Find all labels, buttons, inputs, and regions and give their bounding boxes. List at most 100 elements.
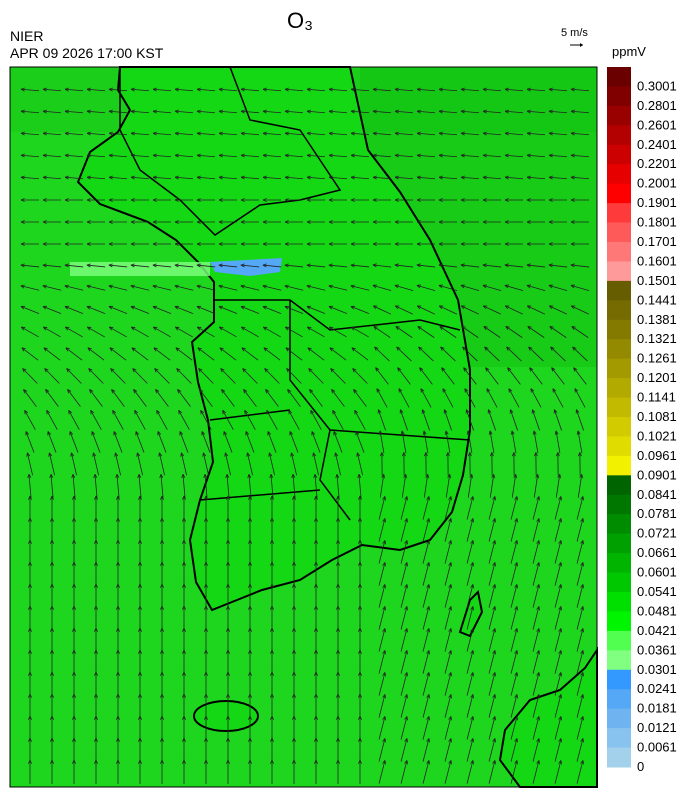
wind-arrow: [66, 368, 82, 384]
wind-arrow-head: [336, 517, 340, 522]
timestamp: APR 09 2026 17:00 KST: [10, 45, 164, 61]
wind-arrow-head: [86, 198, 91, 202]
wind-arrow-head: [42, 87, 47, 92]
wind-arrow-head: [20, 284, 25, 289]
wind-arrow-head: [262, 284, 267, 289]
wind-arrow-head: [309, 389, 314, 394]
wind-arrow: [221, 389, 235, 407]
wind-arrow-head: [130, 131, 135, 136]
wind-arrow-head: [22, 368, 27, 373]
wind-arrow-head: [306, 175, 311, 180]
wind-arrow: [577, 430, 583, 454]
wind-arrow: [400, 738, 408, 762]
wind-arrow: [576, 628, 584, 652]
wind-arrow-head: [329, 347, 334, 352]
wind-arrow-head: [159, 474, 164, 479]
wind-arrow-head: [558, 562, 562, 567]
wind-arrow-head: [28, 649, 32, 654]
wind-arrow-head: [248, 737, 252, 742]
wind-arrow-head: [20, 175, 25, 180]
wind-arrow: [130, 264, 150, 268]
wind-arrow: [218, 285, 238, 291]
wind-arrow: [108, 88, 128, 92]
wind-arrow: [86, 306, 106, 314]
wind-arrow: [554, 672, 562, 696]
wind-arrow-head: [336, 693, 340, 698]
wind-arrow: [196, 285, 216, 291]
wind-arrow-head: [196, 220, 201, 224]
wind-arrow: [378, 606, 386, 630]
wind-arrow-head: [426, 518, 430, 523]
wind-arrow-head: [270, 737, 274, 742]
wind-arrow-head: [130, 305, 135, 310]
wind-arrow-head: [397, 367, 402, 372]
wind-arrow-head: [422, 430, 427, 435]
wind-arrow-head: [394, 109, 399, 114]
wind-arrow: [444, 409, 452, 431]
wind-arrow: [378, 584, 386, 608]
wind-arrow: [50, 474, 54, 498]
wind-arrow-head: [178, 410, 183, 415]
wind-arrow: [306, 306, 326, 314]
wind-arrow-head: [116, 649, 120, 654]
wind-arrow-head: [416, 131, 421, 136]
wind-arrow-head: [492, 672, 496, 677]
wind-arrow-head: [421, 409, 426, 414]
wind-arrow-head: [72, 737, 76, 742]
wind-arrow: [504, 88, 524, 92]
wind-arrow: [42, 88, 62, 92]
wind-arrow-head: [462, 346, 467, 351]
wind-arrow: [314, 474, 318, 498]
wind-arrow-head: [404, 606, 408, 611]
wind-arrow-head: [394, 263, 399, 268]
colorbar-label: 0.0061: [637, 740, 677, 755]
wind-arrow-head: [94, 539, 98, 544]
wind-arrow: [244, 410, 256, 430]
wind-arrow: [20, 132, 40, 136]
wind-arrow: [489, 474, 495, 498]
wind-arrow: [108, 176, 128, 180]
wind-arrow: [400, 584, 408, 608]
wind-arrow-head: [28, 561, 32, 566]
wind-arrow-head: [196, 263, 201, 268]
wind-arrow-head: [136, 452, 141, 457]
wind-arrow: [488, 496, 496, 520]
wind-arrow: [350, 306, 370, 314]
wind-arrow: [263, 326, 281, 338]
wind-arrow-head: [196, 87, 201, 92]
wind-arrow: [307, 347, 325, 361]
wind-arrow-head: [50, 583, 54, 588]
wind-arrow-head: [358, 539, 362, 544]
colorbar-swatch: [607, 203, 631, 224]
wind-arrow-head: [202, 452, 207, 457]
wind-arrow-head: [45, 389, 50, 394]
wind-arrow: [130, 306, 150, 314]
wind-arrow-head: [382, 518, 386, 523]
colorbar-label: 0.2001: [637, 176, 677, 191]
wind-arrow: [309, 389, 323, 407]
wind-arrow-head: [240, 242, 245, 246]
wind-arrow-head: [174, 305, 179, 310]
wind-arrow: [532, 650, 540, 674]
wind-arrow-head: [240, 198, 245, 202]
wind-arrow: [416, 132, 436, 136]
wind-arrow-head: [358, 759, 362, 764]
wind-arrow-head: [284, 109, 289, 114]
wind-arrow-head: [333, 431, 338, 436]
wind-arrow-head: [218, 175, 223, 180]
wind-arrow-head: [196, 284, 201, 289]
wind-arrow: [336, 474, 340, 498]
colorbar-swatch: [607, 417, 631, 437]
wind-arrow-head: [580, 562, 584, 567]
wind-arrow: [438, 110, 458, 114]
wind-arrow-head: [426, 650, 430, 655]
wind-arrow-head: [404, 694, 408, 699]
wind-arrow-head: [20, 153, 25, 158]
wind-arrow: [483, 326, 501, 338]
wind-arrow: [332, 410, 344, 430]
colorbar-swatch: [607, 144, 631, 165]
wind-arrow-head: [134, 410, 139, 415]
wind-arrow-head: [220, 368, 225, 373]
wind-arrow: [526, 110, 546, 114]
wind-arrow: [555, 430, 561, 454]
